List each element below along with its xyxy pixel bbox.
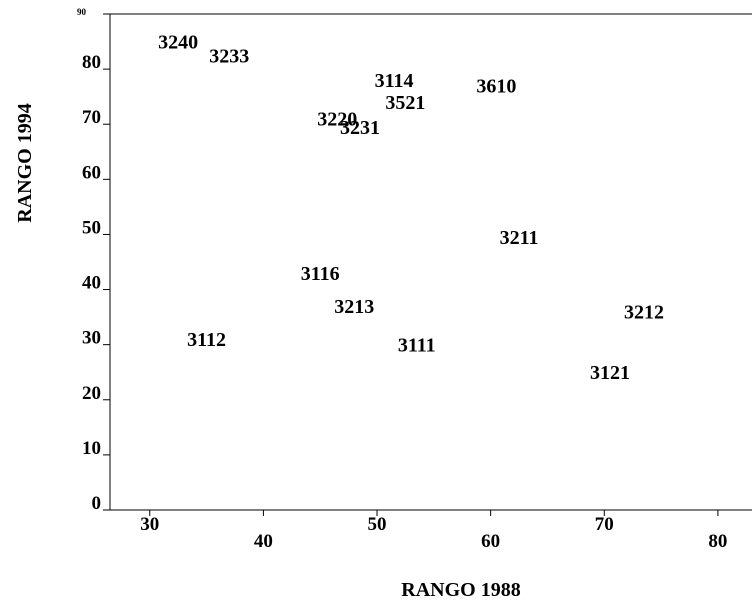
point-3114: 3114 xyxy=(375,70,414,92)
y-tick-label-80: 80 xyxy=(82,52,101,73)
x-tick-label-60: 60 xyxy=(481,531,500,552)
point-3211: 3211 xyxy=(500,227,539,249)
point-3220: 3220 xyxy=(317,109,357,131)
y-tick-label-0: 0 xyxy=(92,493,102,514)
x-tick-label-70: 70 xyxy=(595,514,614,535)
x-tick-label-30: 30 xyxy=(140,514,159,535)
y-tick-label-40: 40 xyxy=(82,273,101,294)
point-3121: 3121 xyxy=(590,362,630,384)
y-tick-label-60: 60 xyxy=(82,162,101,183)
point-3116: 3116 xyxy=(301,263,340,285)
point-3112: 3112 xyxy=(187,329,226,351)
y-tick-label-20: 20 xyxy=(82,383,101,404)
point-3231: 3231 xyxy=(340,117,380,139)
x-ticks: 30 40 50 60 70 80 xyxy=(140,510,727,552)
point-3610: 3610 xyxy=(476,76,516,98)
x-tick-label-80: 80 xyxy=(708,531,727,552)
y-tick-label-70: 70 xyxy=(82,107,101,128)
y-tick-label-90: 90 xyxy=(77,7,87,17)
y-axis-title: RANGO 1994 xyxy=(14,103,36,222)
point-3521: 3521 xyxy=(385,92,425,114)
x-tick-label-40: 40 xyxy=(254,531,273,552)
y-ticks: 0 10 20 30 40 50 60 70 80 90 xyxy=(77,7,110,514)
y-tick-label-10: 10 xyxy=(82,438,101,459)
y-tick-label-30: 30 xyxy=(82,328,101,349)
axes xyxy=(109,13,752,511)
point-3240: 3240 xyxy=(158,32,198,54)
point-3233: 3233 xyxy=(209,45,249,67)
point-3212: 3212 xyxy=(624,302,664,324)
point-3111: 3111 xyxy=(398,335,436,357)
x-axis-title: RANGO 1988 xyxy=(401,579,520,601)
x-tick-label-50: 50 xyxy=(368,514,387,535)
point-3213: 3213 xyxy=(334,296,374,318)
y-tick-label-50: 50 xyxy=(82,217,101,238)
